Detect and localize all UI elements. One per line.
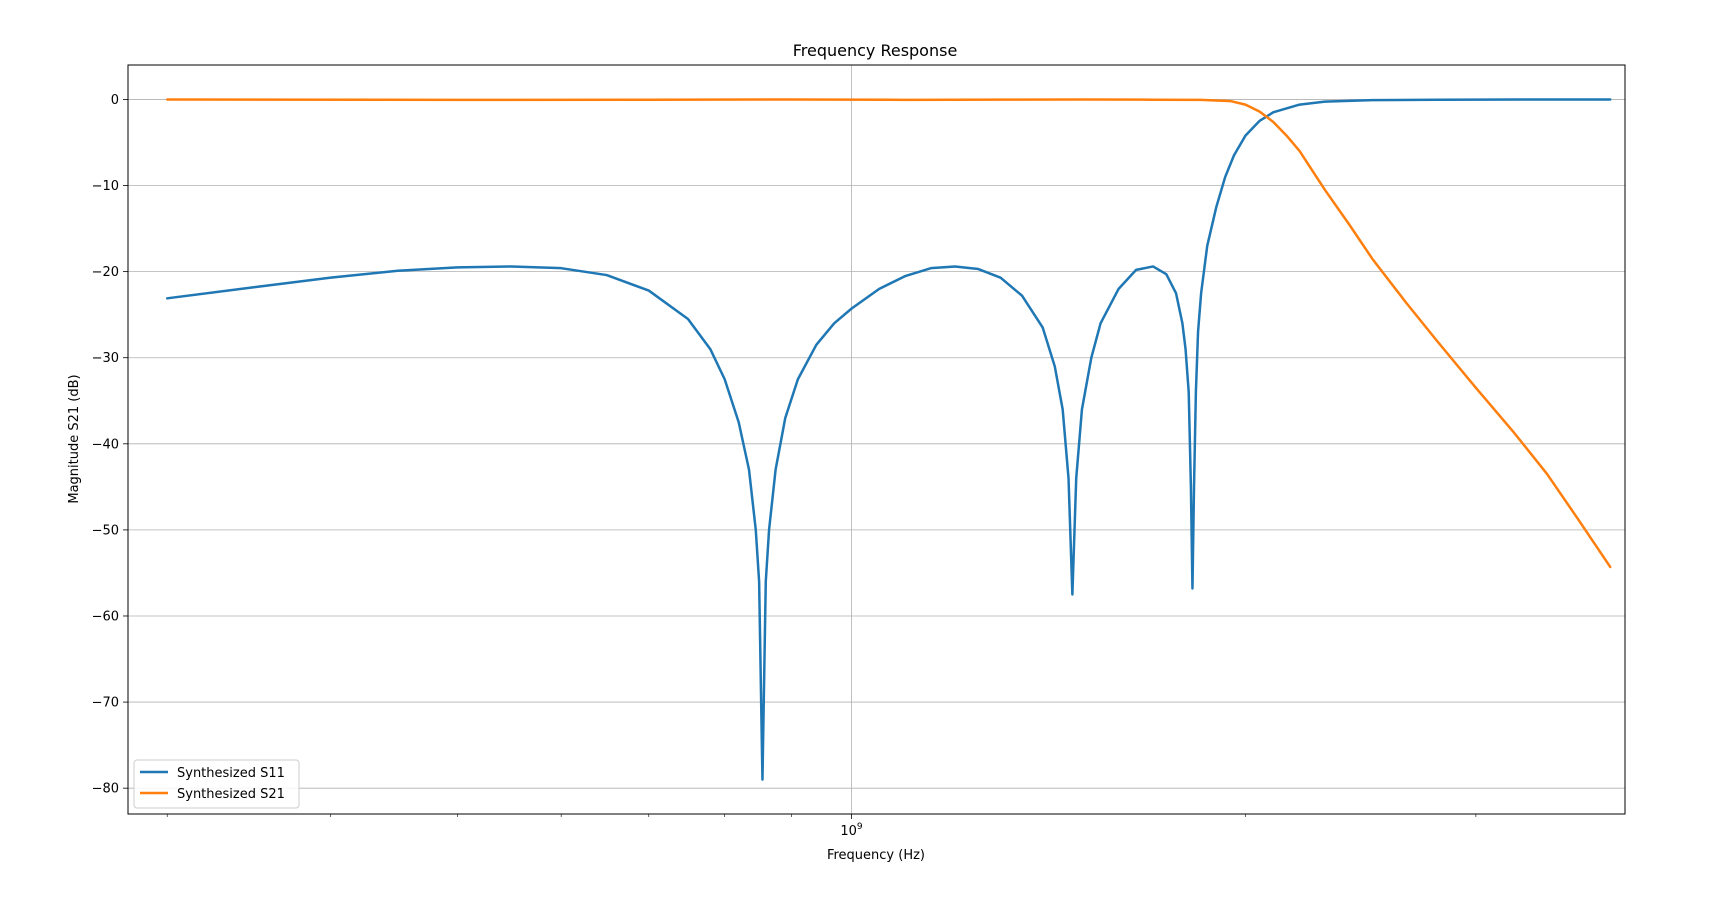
y-tick-label-8: −80 — [92, 782, 119, 797]
axis-ticks: 0 −10 −20 −30 −40 −50 −60 −70 −80 109 — [92, 93, 1477, 839]
x-axis-label: Frequency (Hz) — [827, 848, 925, 863]
series-line-1 — [165, 98, 1612, 569]
legend-box — [133, 759, 300, 809]
y-tick-label-0: 0 — [111, 93, 119, 108]
plot-area: 0 −10 −20 −30 −40 −50 −60 −70 −80 109 — [92, 64, 1626, 839]
y-tick-label-3: −30 — [92, 351, 119, 366]
y-tick-label-7: −70 — [92, 696, 119, 711]
legend: Synthesized S11 Synthesized S21 — [133, 759, 300, 809]
y-tick-label-5: −50 — [92, 523, 119, 538]
y-axis-label: Magnitude S21 (dB) — [67, 374, 82, 503]
y-tick-label-6: −60 — [92, 609, 119, 624]
y-tick-label-1: −10 — [92, 179, 119, 194]
y-tick-label-2: −20 — [92, 265, 119, 280]
y-tick-label-4: −40 — [92, 437, 119, 452]
plot-frame — [127, 64, 1626, 815]
series-line-0 — [165, 98, 1612, 781]
legend-label-s11: Synthesized S11 — [177, 766, 285, 781]
series-lines — [165, 98, 1612, 781]
chart-title: Frequency Response — [793, 41, 958, 60]
x-tick-label-0: 109 — [840, 822, 863, 839]
legend-label-s21: Synthesized S21 — [177, 787, 285, 802]
